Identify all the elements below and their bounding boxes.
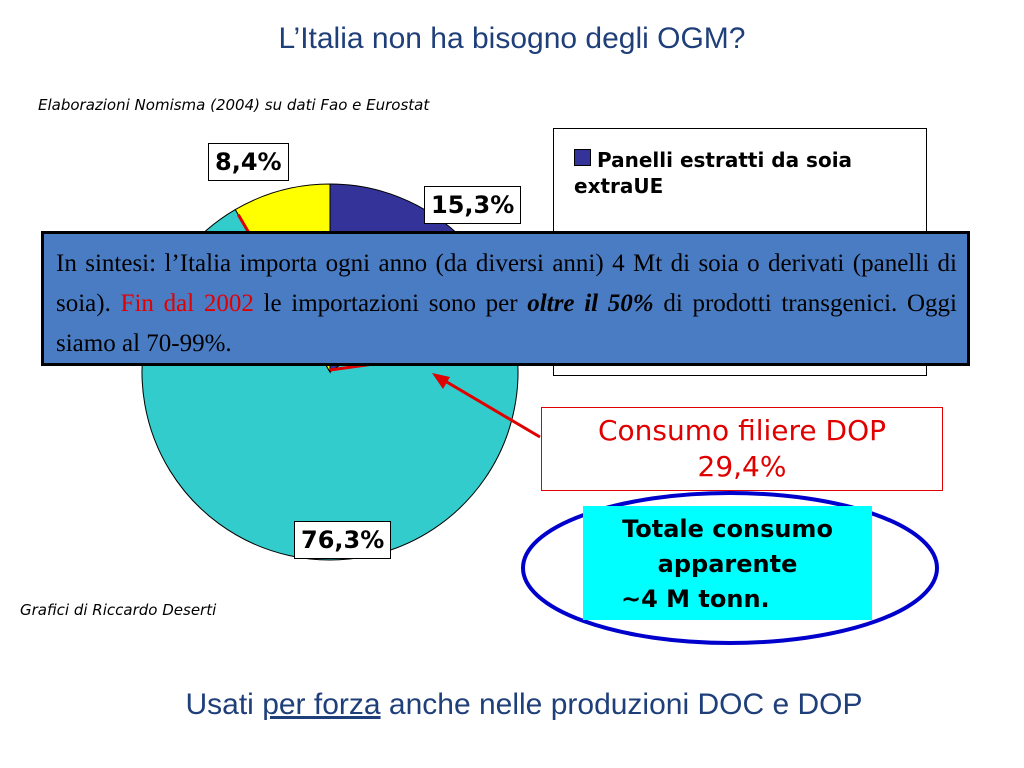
total-consumption-box: Totale consumo apparente ~4 M tonn. (583, 506, 872, 620)
dop-callout-title: Consumo filiere DOP (598, 414, 886, 447)
dop-arrow-line (439, 376, 541, 439)
summary-highlight: Fin dal 2002 (120, 290, 254, 317)
bottom-underlined: per forza (262, 688, 381, 721)
legend-item: Panelli estratti da soia extraUE (574, 147, 924, 199)
summary-box: In sintesi: l’Italia importa ogni anno (… (41, 231, 970, 366)
total-line-2: apparente (657, 550, 798, 578)
slice-label-76-3: 76,3% (294, 521, 392, 559)
total-highlight-ellipse (521, 491, 939, 645)
legend-label: Panelli estratti da soia extraUE (574, 148, 853, 198)
source-note: Elaborazioni Nomisma (2004) su dati Fao … (38, 96, 430, 114)
legend-swatch (574, 149, 591, 166)
summary-bold: oltre il 50% (527, 290, 654, 317)
dop-callout: Consumo filiere DOP 29,4% (541, 407, 943, 491)
total-line-3: ~4 M tonn. (621, 585, 770, 613)
summary-text-1: In sintesi: l’Italia importa ogni anno (… (56, 250, 957, 317)
bottom-prefix: Usati (185, 688, 263, 721)
total-line-1: Totale consumo (622, 515, 833, 543)
slide-title: L’Italia non ha bisogno degli OGM? (278, 22, 746, 55)
summary-text-3: di prodotti transgenici. Oggi siamo al 7… (56, 290, 957, 357)
slice-label-15-3: 15,3% (424, 186, 522, 224)
dop-arrow-head (432, 373, 450, 389)
bottom-caption: Usati per forza anche nelle produzioni D… (0, 688, 1024, 722)
dop-callout-value: 29,4% (697, 450, 787, 483)
summary-text-2: le importazioni sono per (253, 290, 528, 317)
slice-label-8-4: 8,4% (208, 143, 289, 181)
bottom-suffix: anche nelle produzioni DOC e DOP (380, 688, 863, 721)
credit-note: Grafici di Riccardo Deserti (20, 601, 217, 619)
